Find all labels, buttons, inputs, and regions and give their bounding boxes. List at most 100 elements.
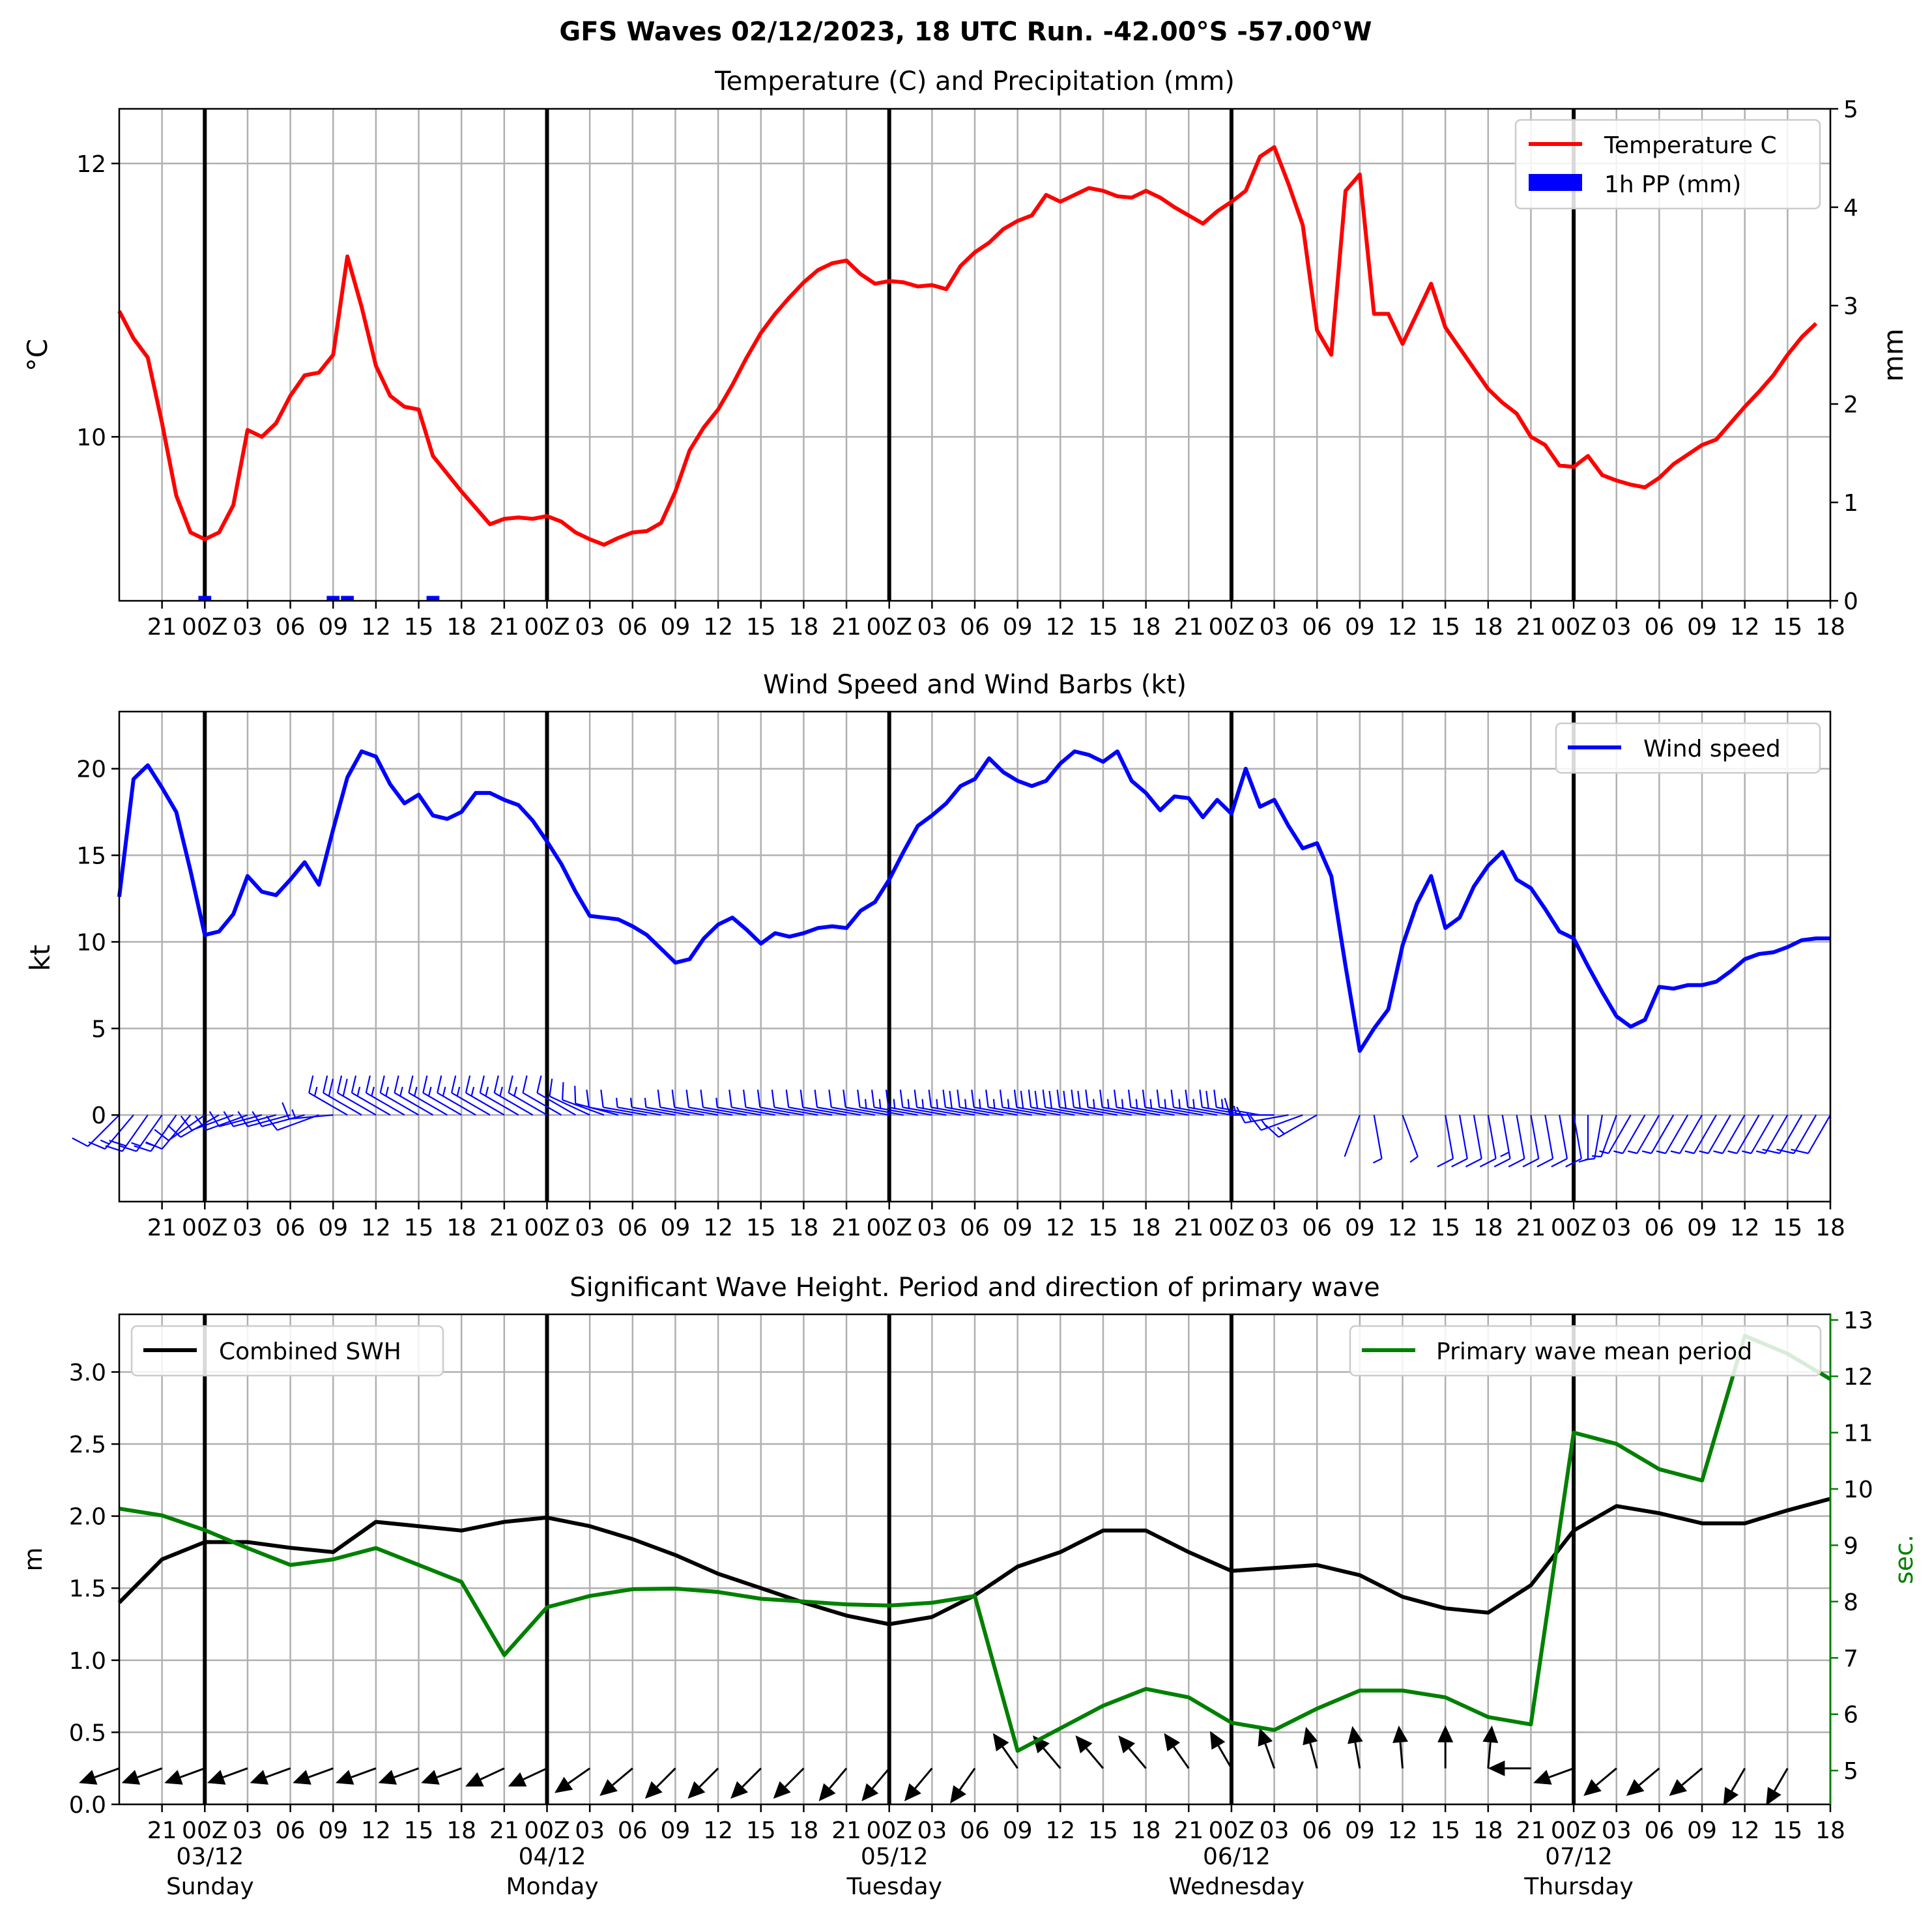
wave-direction-arrowhead	[207, 1770, 226, 1785]
x-tick-label: 18	[446, 1215, 476, 1241]
wave-direction-arrowhead	[1723, 1787, 1739, 1806]
x-tick-label: 12	[1045, 1215, 1075, 1241]
wind-barb	[281, 1102, 334, 1120]
x-tick-label: 03	[917, 1215, 947, 1241]
wind-barb	[1713, 1114, 1746, 1155]
wave-direction-arrow	[308, 1767, 334, 1778]
day-label-date: 03/12	[176, 1843, 244, 1870]
wind-barb	[1670, 1114, 1703, 1155]
y-tick-label-right: 6	[1843, 1702, 1858, 1729]
x-tick-label: 21	[489, 614, 519, 641]
panel-waves-x-ticks: 21 00Z 03 06 09 12 15 18 21 00Z 03 06 09 12 15 18 21 00Z 0…	[147, 1804, 1845, 1844]
panel-waves-y-ticks: 0.0 0.5 1.0 1.5 2.0 2.5 3.0	[69, 1359, 119, 1819]
x-tick-label: 12	[1730, 1817, 1760, 1844]
x-tick-label: 03	[917, 614, 947, 641]
panel-temperature-title: Temperature (C) and Precipitation (mm)	[714, 66, 1235, 96]
wave-direction-arrow	[1399, 1742, 1404, 1769]
wind-barb	[1791, 1114, 1831, 1155]
y-tick-label: 3.0	[69, 1359, 106, 1386]
wind-barb	[1641, 1114, 1675, 1155]
x-tick-label: 15	[404, 1817, 434, 1844]
x-tick-label: 12	[703, 614, 733, 641]
period-legend-box	[1349, 1325, 1822, 1377]
wind-barb	[422, 1075, 462, 1116]
x-tick-label: 03	[233, 1817, 263, 1844]
panel-waves-title: Significant Wave Height. Period and dire…	[570, 1273, 1379, 1303]
x-tick-label: 15	[1772, 614, 1802, 641]
wave-direction-arrowhead	[992, 1733, 1009, 1752]
wind-barb	[465, 1075, 505, 1116]
wind-barb	[971, 1090, 1018, 1116]
wave-direction-arrow	[1548, 1767, 1574, 1778]
wind-barb	[1479, 1114, 1497, 1168]
wind-barb	[814, 1090, 861, 1116]
swh-legend-box	[130, 1325, 444, 1377]
wind-barb	[671, 1090, 719, 1116]
y-tick-label: 0	[91, 1103, 106, 1129]
x-tick-label: 00Z	[1551, 1817, 1596, 1844]
x-tick-label: 09	[1003, 1817, 1033, 1844]
y-tick-label-right: 12	[1843, 1364, 1873, 1391]
wave-direction-arrow	[742, 1767, 762, 1788]
x-tick-label: 09	[1687, 1817, 1717, 1844]
day-label-weekday: Thursday	[1523, 1873, 1633, 1900]
y-tick-label: 2.5	[69, 1432, 106, 1458]
wind-barb	[715, 1097, 761, 1116]
panel-temperature: Temperature (C) and Precipitation (mm) 1…	[22, 66, 1909, 641]
x-tick-label: 06	[1644, 614, 1674, 641]
wind-barb	[1114, 1090, 1161, 1116]
wind-barb	[743, 1090, 790, 1116]
x-tick-label: 03	[233, 614, 263, 641]
wave-direction-arrow	[1264, 1743, 1276, 1769]
wind-barb	[351, 1075, 391, 1116]
x-tick-label: 15	[746, 614, 776, 641]
wind-barb	[167, 1114, 220, 1138]
x-tick-label: 18	[1131, 1215, 1161, 1241]
x-tick-label: 15	[1772, 1817, 1802, 1844]
wave-direction-arrow	[265, 1767, 291, 1778]
wave-direction-arrow	[829, 1767, 848, 1789]
x-tick-label: 00Z	[866, 1215, 912, 1241]
wave-direction-arrow	[394, 1767, 420, 1778]
panel-temperature-y-ticks: 10 12	[76, 151, 119, 451]
panel-temperature-ylabel: °C	[22, 339, 53, 371]
wave-direction-arrowhead	[1583, 1779, 1602, 1797]
x-tick-label: 03	[1602, 1817, 1632, 1844]
wave-direction-arrowhead	[164, 1770, 183, 1785]
day-label-weekday: Wednesday	[1169, 1873, 1305, 1900]
wind-barb	[1776, 1114, 1817, 1155]
precip-legend-swatch	[1529, 174, 1582, 191]
x-tick-label: 06	[960, 614, 990, 641]
wind-barb	[1127, 1090, 1175, 1116]
wind-barb	[800, 1090, 847, 1116]
wave-direction-arrowhead	[818, 1783, 836, 1802]
x-tick-label: 18	[446, 614, 476, 641]
panel-wind-title: Wind Speed and Wind Barbs (kt)	[763, 670, 1187, 700]
wind-barb	[985, 1090, 1032, 1116]
y-tick-label-right: 4	[1843, 195, 1858, 222]
temperature-legend-label: Temperature C	[1604, 132, 1777, 159]
wind-barb	[1056, 1090, 1104, 1116]
wave-direction-arrowhead	[555, 1776, 573, 1793]
panel-waves-ylabel: m	[19, 1547, 48, 1571]
wind-barb	[1451, 1114, 1468, 1168]
wind-barb	[451, 1075, 491, 1116]
wind-barb	[700, 1090, 747, 1116]
panel-wind-day-lines	[203, 712, 1576, 1202]
period-line	[119, 1333, 1832, 1753]
wind-barb	[586, 1090, 633, 1116]
wave-direction-arrow	[568, 1767, 591, 1784]
figure-suptitle: GFS Waves 02/12/2023, 18 UTC Run. -42.00…	[559, 17, 1372, 47]
wave-direction-arrowhead	[1482, 1726, 1499, 1743]
x-tick-label: 12	[1730, 614, 1760, 641]
wave-direction-arrow	[1173, 1746, 1190, 1769]
wave-direction-arrowhead	[1669, 1779, 1688, 1797]
wind-barb	[237, 1111, 291, 1127]
x-tick-label: 12	[1388, 1215, 1418, 1241]
x-tick-label: 21	[831, 1817, 861, 1844]
wind-barb	[644, 1097, 690, 1116]
x-tick-label: 21	[831, 614, 861, 641]
wave-direction-arrowhead	[861, 1783, 879, 1802]
wind-barb	[657, 1090, 704, 1116]
x-tick-label: 18	[1131, 614, 1161, 641]
